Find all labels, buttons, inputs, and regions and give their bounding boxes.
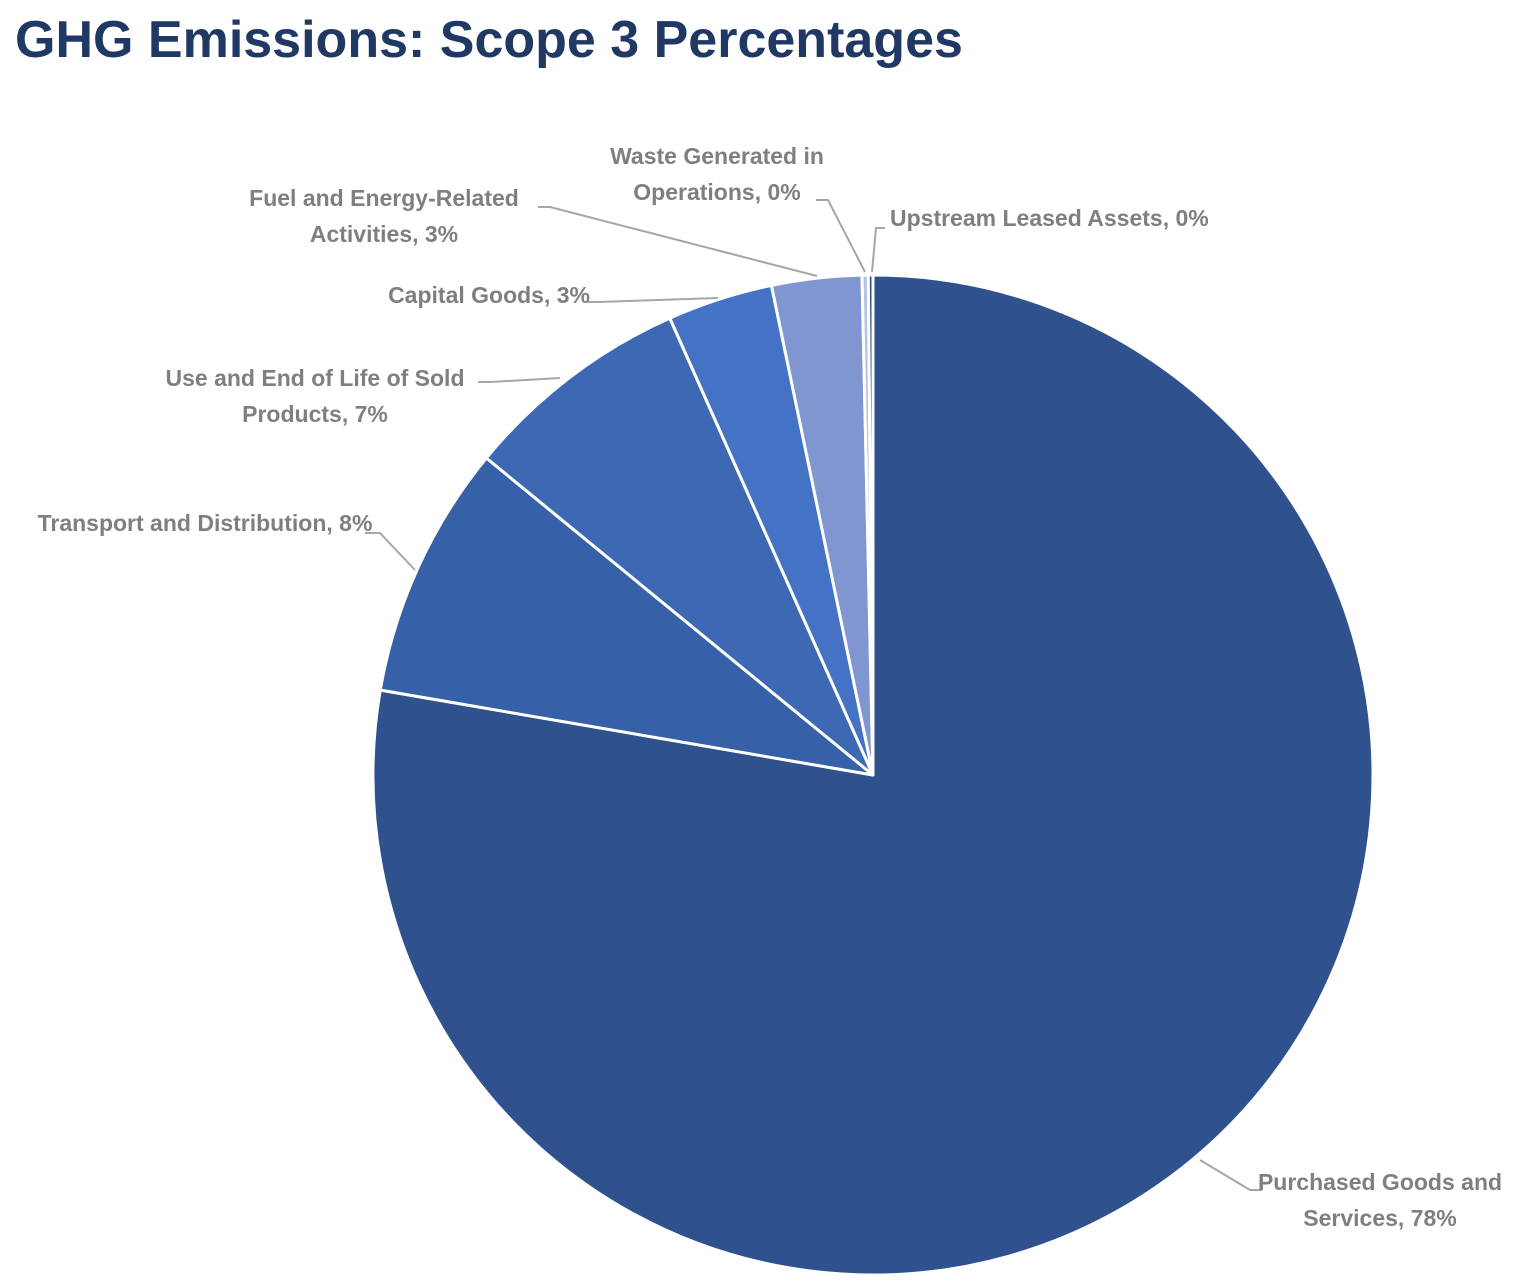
leader-line (588, 297, 719, 303)
data-label: Fuel and Energy-Related Activities, 3% (249, 185, 519, 247)
data-label: Transport and Distribution, 8% (37, 510, 373, 536)
data-label: Use and End of Life of Sold Products, 7% (165, 365, 465, 427)
pie-slice (866, 273, 875, 777)
data-label: Purchased Goods and Services, 78% (1257, 1169, 1503, 1231)
data-label: Waste Generated in Operations, 0% (610, 143, 824, 205)
pie-slice (378, 456, 875, 777)
pie-slice (484, 316, 875, 777)
chart-title: GHG Emissions: Scope 3 Percentages (15, 11, 963, 69)
leader-line (478, 377, 561, 383)
data-label: Upstream Leased Assets, 0% (890, 205, 1209, 231)
leader-line (816, 199, 866, 273)
leader-line (365, 532, 416, 571)
data-label: Capital Goods, 3% (388, 282, 590, 308)
leader-line (871, 227, 885, 273)
leader-line (1199, 1159, 1262, 1191)
leader-line (538, 206, 818, 277)
